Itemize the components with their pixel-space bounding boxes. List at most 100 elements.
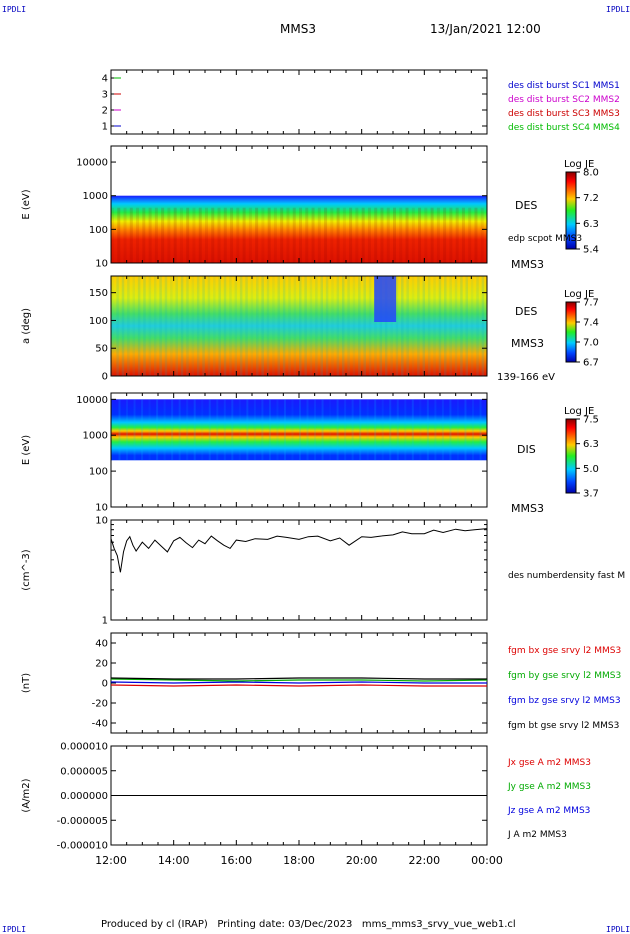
- spectrogram-stripe: [236, 207, 240, 263]
- spectrogram-stripe: [405, 207, 409, 263]
- spectrogram-stripe: [229, 276, 232, 376]
- spectrogram-stripe: [217, 207, 221, 263]
- y-tick-label: 150: [89, 288, 108, 299]
- y-axis-label-1: E (eV): [21, 189, 32, 219]
- colorbar-tick-label: 6.3: [583, 219, 599, 230]
- legend-entry: fgm bx gse srvy l2 MMS3: [508, 646, 621, 656]
- spectrogram-stripe: [223, 276, 227, 376]
- spectrogram-stripe: [253, 399, 256, 461]
- spectrogram-stripe: [311, 207, 315, 263]
- spectrogram-stripe: [116, 276, 119, 376]
- corner-label-tr: IPDLI: [606, 5, 630, 14]
- spectrogram-stripe: [325, 276, 329, 376]
- spectrogram-stripe: [202, 276, 205, 376]
- energy-range-label: 139-166 eV: [497, 372, 555, 383]
- spectrogram-stripe: [198, 207, 202, 263]
- spectrogram-stripe: [161, 207, 165, 263]
- y-axis-label-3: E (eV): [21, 435, 32, 465]
- legend-entry: des dist burst SC1 MMS1: [508, 81, 620, 91]
- spectrogram-stripe: [216, 399, 219, 461]
- spectrogram-stripe: [455, 207, 459, 263]
- spectrogram-stripe: [266, 276, 270, 376]
- spectrogram-stripe: [456, 399, 459, 461]
- y-tick-label: -0.000010: [57, 841, 108, 852]
- y-tick-label: 0: [102, 372, 108, 383]
- spectrogram-stripe: [133, 399, 136, 461]
- spectrogram-stripe: [186, 207, 190, 263]
- panel-label-des: DES: [515, 199, 537, 212]
- spectrogram-stripe: [118, 399, 121, 461]
- spectrogram-stripe: [399, 207, 403, 263]
- spectrogram-stripe: [358, 276, 361, 376]
- field-line: [110, 681, 487, 684]
- spectrogram-stripe: [111, 276, 114, 376]
- spectrogram-stripe: [330, 207, 334, 263]
- y-tick-label: -0.000005: [57, 816, 108, 827]
- y-tick-label: 1000: [83, 191, 108, 202]
- plot-datetime: 13/Jan/2021 12:00: [430, 22, 541, 36]
- spectrogram-stripe: [417, 276, 420, 376]
- spectrogram-stripe: [218, 276, 221, 376]
- spectrogram-stripe: [292, 207, 296, 263]
- corner-label-br: IPDLI: [606, 925, 630, 934]
- spectrogram-stripe: [272, 276, 275, 376]
- spectrogram-stripe: [192, 207, 196, 263]
- spectrogram-stripe: [242, 207, 246, 263]
- y-tick-label: 100: [89, 225, 108, 236]
- spectrogram-stripe: [404, 399, 407, 461]
- y-tick-label: 3: [102, 90, 108, 101]
- spectrogram-stripe: [336, 276, 340, 376]
- spectrogram-stripe: [283, 399, 286, 461]
- spectrogram-stripe: [395, 276, 399, 376]
- spectrogram-stripe: [154, 207, 158, 263]
- spectrogram-stripe: [344, 399, 347, 461]
- legend-entry: J A m2 MMS3: [507, 830, 567, 840]
- spectrogram-stripe: [347, 276, 350, 376]
- spectrogram-stripe: [461, 207, 465, 263]
- spectrogram-stripe: [390, 276, 393, 376]
- spectrogram-stripe: [261, 207, 265, 263]
- spectrogram-stripe: [389, 399, 392, 461]
- spectrogram-stripe: [231, 399, 234, 461]
- spectrogram-stripe: [156, 399, 159, 461]
- spectrogram-stripe: [246, 399, 249, 461]
- colorbar-tick-label: 3.7: [583, 489, 599, 500]
- panel-sublabel: MMS3: [511, 502, 544, 515]
- spectrogram-stripe: [239, 276, 243, 376]
- spectrogram-stripe: [324, 207, 328, 263]
- colorbar-title: Log JE: [564, 159, 594, 170]
- spectrogram-stripe: [121, 276, 125, 376]
- y-tick-label: 4: [102, 74, 108, 85]
- spectrogram-stripe: [480, 207, 484, 263]
- spectrogram-stripe: [148, 207, 152, 263]
- y-tick-label: 100: [89, 467, 108, 478]
- y-tick-label: 20: [95, 659, 108, 670]
- spectrogram-stripe: [223, 207, 227, 263]
- colorbar-tick-label: 8.0: [583, 168, 599, 179]
- spectrogram-stripe: [153, 276, 157, 376]
- spectrogram-stripe: [309, 276, 313, 376]
- y-tick-label: 1: [102, 616, 108, 627]
- spectrogram-stripe: [368, 276, 372, 376]
- x-tick-label: 20:00: [346, 854, 378, 867]
- spectrogram-stripe: [186, 276, 189, 376]
- spectrogram-stripe: [261, 276, 264, 376]
- spectrogram-stripe: [363, 276, 366, 376]
- spectrogram-stripe: [454, 276, 458, 376]
- field-line: [110, 677, 487, 680]
- spectrogram-stripe: [293, 276, 297, 376]
- panel-sublabel: MMS3: [511, 258, 544, 271]
- colorbar-tick-label: 7.4: [583, 318, 599, 329]
- spectrogram-stripe: [352, 276, 356, 376]
- spacecraft-title: MMS3: [280, 22, 316, 36]
- spectrogram-stripe: [111, 207, 114, 263]
- colorbar-tick-label: 7.0: [583, 338, 599, 349]
- spectrogram-stripe: [320, 276, 323, 376]
- colorbar-tick-label: 7.2: [583, 193, 599, 204]
- spectrogram-stripe: [476, 276, 479, 376]
- spectrogram-stripe: [180, 276, 184, 376]
- density-line: [110, 528, 488, 573]
- panel-label-des-pitch: DES: [515, 305, 537, 318]
- spectrogram-stripe: [245, 276, 248, 376]
